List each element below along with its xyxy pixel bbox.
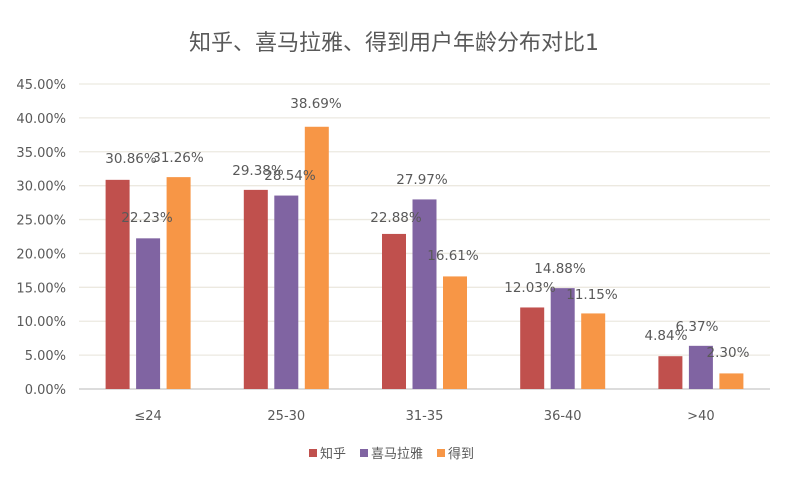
legend-swatch [437,449,445,457]
data-label: 27.97% [396,172,448,188]
bar [581,313,606,389]
y-tick-label: 0.00% [25,383,66,398]
bar [658,356,683,389]
y-tick-label: 15.00% [16,281,66,296]
bar [166,177,191,389]
bar [243,189,268,389]
data-label: 14.88% [534,261,586,277]
data-label: 31.26% [152,150,204,166]
bar [550,288,575,389]
legend-label: 喜马拉雅 [371,447,423,462]
data-label: 22.88% [370,210,422,226]
bar [520,307,545,389]
bar [105,179,130,389]
x-tick-label: >40 [687,409,714,424]
y-tick-label: 10.00% [16,315,66,330]
bar [382,233,406,389]
legend-label: 知乎 [320,446,346,462]
data-label: 4.84% [645,328,688,344]
y-tick-label: 35.00% [16,146,66,161]
data-label: 2.30% [707,345,750,361]
y-tick-label: 5.00% [25,349,66,364]
y-tick-label: 30.00% [16,180,66,195]
y-tick-label: 20.00% [16,247,66,262]
bar [688,345,713,389]
x-tick-label: 31-35 [406,409,444,424]
data-label: 22.23% [121,210,173,226]
legend-swatch [360,449,368,457]
x-tick-label: 25-30 [267,409,305,424]
legend-swatch [309,449,317,457]
bar [136,238,161,389]
bar [719,373,744,389]
data-label: 28.54% [264,168,316,184]
bar [274,195,299,389]
y-tick-label: 40.00% [16,112,66,127]
x-tick-label: 36-40 [544,409,582,424]
data-label: 6.37% [676,319,719,335]
y-tick-label: 45.00% [16,78,66,93]
data-label: 38.69% [290,96,342,112]
data-label: 12.03% [504,280,556,296]
data-label: 30.86% [105,151,157,167]
data-label: 11.15% [566,287,618,303]
data-label: 29.38% [232,163,284,179]
x-tick-label: ≤24 [134,409,161,424]
legend-label: 得到 [448,446,474,462]
data-label: 16.61% [427,248,479,264]
y-tick-label: 25.00% [16,214,66,229]
bar [412,199,437,389]
chart-title: 知乎、喜马拉雅、得到用户年龄分布对比1 [189,31,599,56]
bar [304,126,329,390]
bar [443,276,467,389]
